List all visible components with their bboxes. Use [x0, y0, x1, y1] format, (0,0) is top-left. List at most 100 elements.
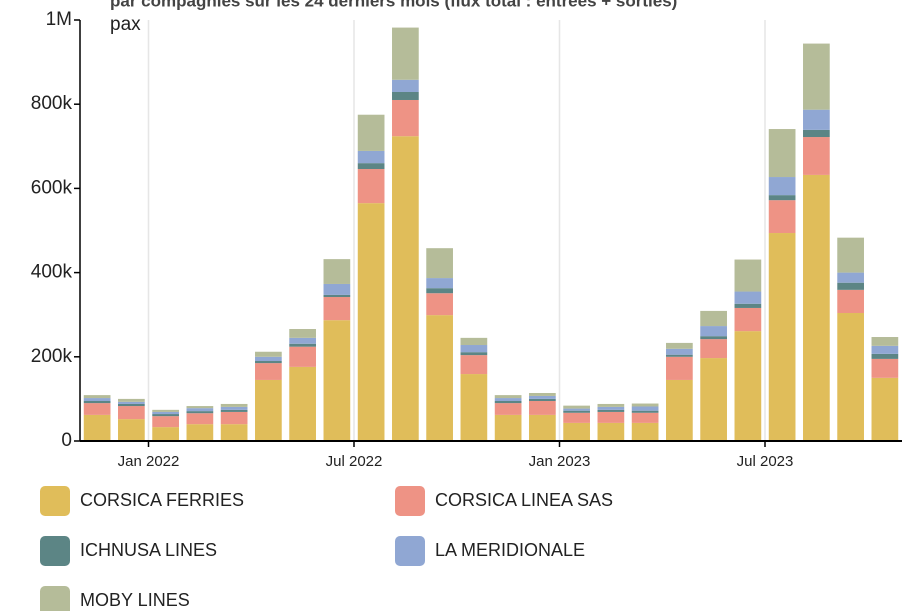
- bar-segment: [837, 289, 864, 314]
- bar-segment: [460, 355, 488, 375]
- bar-segment: [597, 409, 625, 412]
- y-tick-label: 1M: [46, 9, 72, 30]
- bar-segment: [186, 406, 214, 409]
- bar-segment: [220, 409, 248, 412]
- bar-segment: [152, 416, 179, 428]
- bar-segment: [494, 395, 522, 399]
- bar-segment: [666, 379, 693, 441]
- bar-segment: [734, 307, 762, 332]
- bar-segment: [734, 291, 762, 304]
- bar-segment: [494, 401, 522, 404]
- bar-segment: [392, 91, 419, 100]
- y-tick-label: 600k: [31, 177, 73, 198]
- bar-segment: [83, 401, 111, 404]
- bar-segment: [597, 406, 625, 410]
- bar-segment: [426, 278, 453, 289]
- bar-segment: [392, 79, 419, 92]
- y-tick-label: 800k: [31, 93, 73, 114]
- bar-segment: [152, 411, 179, 415]
- bar-segment: [460, 345, 488, 353]
- bar-segment: [152, 414, 179, 417]
- bar-segment: [529, 398, 556, 402]
- bar-segment: [289, 329, 316, 338]
- bar-segment: [255, 351, 282, 357]
- bar-segment: [255, 363, 282, 380]
- bar-segment: [734, 303, 762, 308]
- bar-segment: [803, 129, 830, 138]
- legend-swatch: [40, 536, 70, 566]
- y-tick-label: 0: [61, 430, 72, 451]
- bar-segment: [871, 377, 899, 441]
- bar-segment: [529, 414, 556, 441]
- x-tick-label: Jul 2023: [737, 453, 794, 470]
- bar-segment: [529, 401, 556, 415]
- bar-segment: [460, 374, 488, 441]
- bar-segment: [700, 326, 727, 337]
- bar-segment: [255, 379, 282, 441]
- bar-segment: [392, 99, 419, 137]
- legend-swatch: [40, 586, 70, 616]
- bar-segment: [186, 424, 214, 441]
- bar-segment: [357, 169, 385, 204]
- bar-segment: [768, 129, 796, 178]
- bar-segment: [563, 412, 590, 423]
- bar-segment: [83, 414, 111, 441]
- bar-segment: [323, 283, 351, 295]
- bar-segment: [289, 343, 316, 347]
- bar-segment: [83, 403, 111, 415]
- bar-segment: [357, 203, 385, 441]
- bar-segment: [563, 408, 590, 411]
- bar-segment: [837, 237, 864, 273]
- bar-segment: [597, 403, 625, 407]
- bar-segment: [323, 259, 351, 284]
- bar-segment: [631, 406, 659, 411]
- bar-segment: [186, 413, 214, 425]
- bar-segment: [768, 177, 796, 196]
- legend-label: CORSICA FERRIES: [80, 490, 244, 510]
- bar-segment: [323, 294, 351, 298]
- bar-segment: [871, 337, 899, 346]
- bar-segment: [700, 336, 727, 340]
- bar-segment: [837, 313, 864, 441]
- bar-segment: [460, 352, 488, 356]
- bar-segment: [289, 366, 316, 441]
- bar-segment: [220, 403, 248, 407]
- bar-segment: [118, 403, 145, 407]
- legend-label: ICHNUSA LINES: [80, 540, 217, 560]
- bar-segment: [186, 411, 214, 414]
- bar-segment: [118, 419, 145, 441]
- bar-segment: [357, 163, 385, 170]
- bar-segment: [529, 395, 556, 399]
- bar-segment: [563, 405, 590, 409]
- y-tick-label: 400k: [31, 262, 73, 283]
- legend-label: MOBY LINES: [80, 590, 190, 610]
- bar-segment: [460, 337, 488, 346]
- bar-segment: [734, 331, 762, 441]
- bar-segment: [152, 427, 179, 441]
- bar-segment: [118, 406, 145, 420]
- bar-segment: [323, 297, 351, 321]
- bar-segment: [631, 403, 659, 407]
- bar-segment: [837, 272, 864, 283]
- x-tick-label: Jan 2023: [529, 453, 591, 470]
- legend-swatch: [395, 486, 425, 516]
- bar-segment: [631, 412, 659, 423]
- bar-segment: [871, 353, 899, 359]
- bar-segment: [220, 406, 248, 410]
- bar-segment: [255, 356, 282, 362]
- bar-segment: [803, 43, 830, 110]
- bar-segment: [871, 345, 899, 354]
- bar-segment: [597, 422, 625, 441]
- bar-segment: [768, 200, 796, 234]
- bar-segment: [118, 398, 145, 402]
- bar-segment: [220, 424, 248, 441]
- bar-segment: [357, 150, 385, 164]
- legend-label: LA MERIDIONALE: [435, 540, 585, 560]
- bar-segment: [494, 414, 522, 441]
- bar-segment: [563, 422, 590, 441]
- bar-segment: [666, 342, 693, 349]
- legend-swatch: [40, 486, 70, 516]
- bar-segment: [529, 393, 556, 396]
- bar-segment: [83, 398, 111, 402]
- bar-segment: [289, 337, 316, 344]
